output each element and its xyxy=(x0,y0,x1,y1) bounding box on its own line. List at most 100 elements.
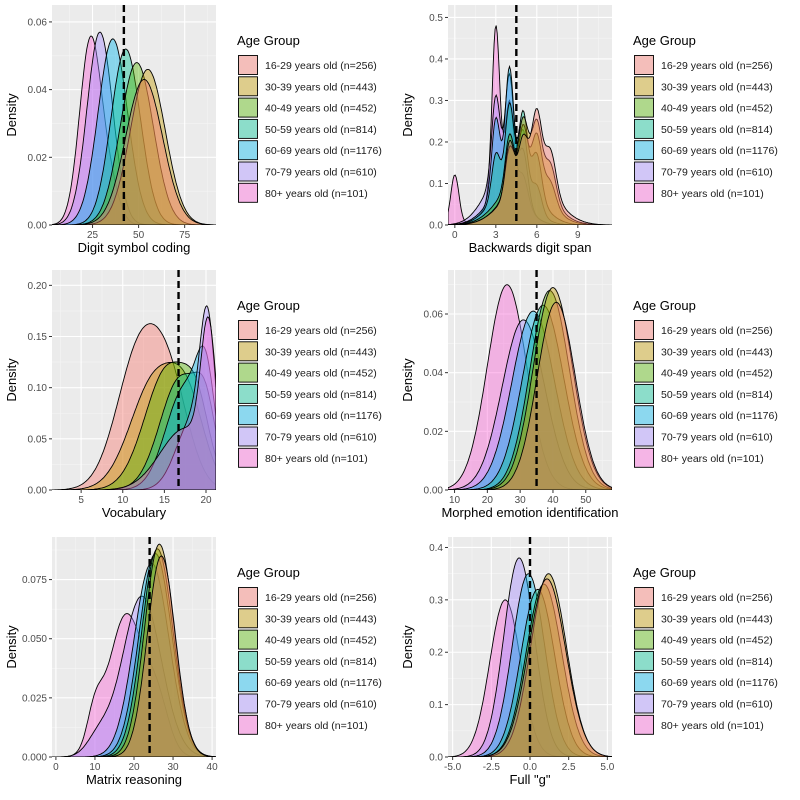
legend-swatch xyxy=(238,383,258,404)
legend-swatch xyxy=(238,650,258,671)
y-tick-label: 0.025 xyxy=(22,693,47,704)
x-tick-label: 30 xyxy=(515,495,527,506)
y-tick-label: 0.06 xyxy=(28,17,48,28)
x-tick-label: 5 xyxy=(78,495,84,506)
legend: Age Group 16-29 years old (n=256) 30-39 ye… xyxy=(633,33,778,203)
legend-key-bg xyxy=(238,118,258,139)
legend-key-bg xyxy=(634,714,654,735)
legend-swatch xyxy=(634,426,654,447)
density-16-29 xyxy=(448,301,612,490)
legend-swatch xyxy=(238,55,258,75)
legend-key-bg xyxy=(238,672,258,693)
legend: Age Group 16-29 years old (n=256) 30-39 ye… xyxy=(633,565,778,735)
legend-key-bg xyxy=(238,97,258,118)
x-tick-label: 3 xyxy=(493,230,499,241)
legend-title: Age Group xyxy=(633,33,696,48)
legend-key-bg xyxy=(634,161,654,182)
legend-key-bg xyxy=(634,693,654,714)
y-axis-title: Density xyxy=(400,93,415,137)
x-tick-label: 0 xyxy=(452,230,458,241)
legend-swatch xyxy=(634,182,654,203)
legend-swatch xyxy=(634,629,654,650)
y-tick-label: 0.00 xyxy=(28,486,48,497)
legend-swatch xyxy=(238,118,258,139)
legend-label: 16-29 years old (n=256) xyxy=(661,60,773,72)
legend-key-bg xyxy=(634,447,654,468)
legend-swatch xyxy=(634,140,654,161)
density-60-69 xyxy=(52,562,216,757)
density-70-79 xyxy=(448,319,612,490)
panel-5: 0 10 20 30 40 0.000 0.025 0.050 0.075 Matrix reas… xyxy=(4,537,382,787)
density-50-59 xyxy=(448,304,612,490)
x-tick-label: 0 xyxy=(53,762,59,773)
legend-swatch xyxy=(634,447,654,468)
density-16-29 xyxy=(52,323,216,490)
legend-label: 30-39 years old (n=443) xyxy=(265,81,377,93)
density-40-49 xyxy=(448,124,612,225)
x-tick-label: 0.0 xyxy=(523,762,537,773)
x-tick-label: 10 xyxy=(89,762,101,773)
y-tick-label: 0.4 xyxy=(429,543,443,554)
y-tick-label: 0.050 xyxy=(22,634,47,645)
legend-swatch xyxy=(634,362,654,383)
legend-key-bg xyxy=(634,383,654,404)
x-tick-label: 15 xyxy=(159,495,171,506)
legend-key-bg xyxy=(238,161,258,182)
legend-key-bg xyxy=(238,405,258,426)
legend-label: 30-39 years old (n=443) xyxy=(661,81,773,93)
legend-key-bg xyxy=(634,118,654,139)
legend-label: 40-49 years old (n=452) xyxy=(265,368,377,380)
legend-swatch xyxy=(634,608,654,629)
legend-label: 60-69 years old (n=1176) xyxy=(661,145,778,157)
x-tick-label: 20 xyxy=(482,495,494,506)
x-tick-label: 10 xyxy=(117,495,129,506)
legend-label: 30-39 years old (n=443) xyxy=(265,613,377,625)
legend-key-bg xyxy=(634,587,654,607)
legend-key-bg xyxy=(238,714,258,735)
legend-swatch xyxy=(634,672,654,693)
x-axis-title: Morphed emotion identification xyxy=(441,505,618,520)
legend-swatch xyxy=(634,118,654,139)
legend-swatch xyxy=(634,341,654,362)
y-tick-label: 0.2 xyxy=(429,648,443,659)
legend-key-bg xyxy=(634,608,654,629)
legend-swatch xyxy=(238,362,258,383)
legend-swatch xyxy=(634,161,654,182)
legend-swatch xyxy=(238,629,258,650)
legend-label: 40-49 years old (n=452) xyxy=(265,103,377,115)
x-axis-title: Digit symbol coding xyxy=(78,240,191,255)
legend: Age Group 16-29 years old (n=256) 30-39 ye… xyxy=(237,298,382,468)
legend-swatch xyxy=(238,76,258,97)
legend-label: 70-79 years old (n=610) xyxy=(265,699,377,711)
legend-swatch xyxy=(238,714,258,735)
y-tick-label: 0.05 xyxy=(28,434,48,445)
y-tick-label: 0.10 xyxy=(28,383,48,394)
panel-6: -5.0 -2.5 0.0 2.5 5.0 0.0 0.1 0.2 0.3 0.4 Full "g"… xyxy=(400,537,778,787)
x-tick-label: 10 xyxy=(449,495,461,506)
legend-label: 60-69 years old (n=1176) xyxy=(265,410,382,422)
legend-label: 50-59 years old (n=814) xyxy=(661,389,773,401)
legend-swatch xyxy=(238,426,258,447)
density-curves xyxy=(52,31,216,225)
legend-key-bg xyxy=(634,426,654,447)
legend-title: Age Group xyxy=(633,298,696,313)
x-tick-label: 50 xyxy=(580,495,592,506)
legend-key-bg xyxy=(634,182,654,203)
legend-swatch xyxy=(238,587,258,607)
y-tick-label: 0.3 xyxy=(429,96,443,107)
legend-swatch xyxy=(238,161,258,182)
legend-swatch xyxy=(634,55,654,75)
legend-key-bg xyxy=(238,140,258,161)
x-tick-label: 25 xyxy=(87,230,99,241)
legend-swatch xyxy=(238,608,258,629)
legend-label: 80+ years old (n=101) xyxy=(661,188,764,200)
y-tick-label: 0.0 xyxy=(429,221,443,232)
density-curves xyxy=(52,305,216,490)
legend-swatch xyxy=(634,383,654,404)
legend-key-bg xyxy=(238,629,258,650)
x-tick-label: -5.0 xyxy=(444,762,462,773)
legend-label: 16-29 years old (n=256) xyxy=(265,325,377,337)
legend-label: 40-49 years old (n=452) xyxy=(661,103,773,115)
legend-swatch xyxy=(238,405,258,426)
legend-label: 50-59 years old (n=814) xyxy=(661,124,773,136)
